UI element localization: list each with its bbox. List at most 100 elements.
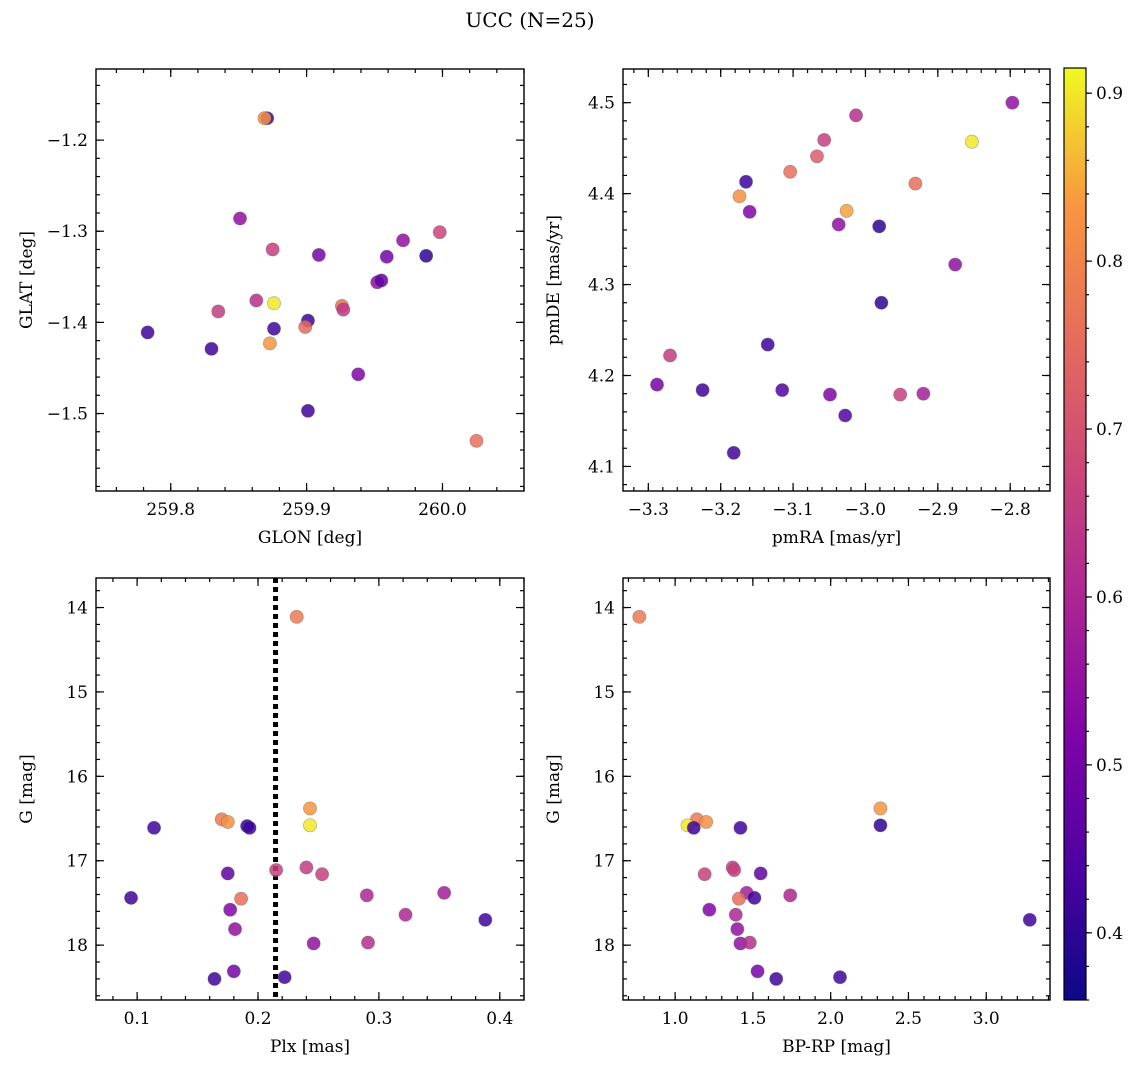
- scatter-point: [298, 319, 313, 334]
- x-tick-label: −2.8: [990, 500, 1031, 520]
- x-tick-label: 2.0: [817, 1009, 844, 1029]
- x-tick-label: −3.0: [845, 500, 886, 520]
- scatter-point: [267, 321, 281, 336]
- scatter-point: [303, 818, 317, 833]
- y-tick-label: 18: [66, 936, 88, 956]
- scatter-point: [728, 907, 743, 922]
- x-tick-label: 0.4: [486, 1009, 513, 1029]
- colorbar-tick-label: 0.6: [1096, 588, 1123, 608]
- scatter-point: [872, 219, 887, 234]
- x-tick-label: 0.3: [365, 1009, 392, 1029]
- y-tick-label: 4.1: [588, 457, 615, 477]
- scatter-point: [783, 888, 798, 903]
- scatter-point: [311, 247, 326, 262]
- y-tick-label: 15: [593, 683, 615, 703]
- scatter-point: [769, 971, 784, 986]
- scatter-point: [810, 149, 824, 164]
- scatter-point: [242, 820, 257, 835]
- plots-group: 259.8 259.9 260.0 −1.2 −1.3 −1.4 −1.5 GLON [deg…: [17, 68, 1051, 1057]
- scatter-point: [226, 964, 241, 979]
- scatter-point: [739, 174, 753, 189]
- scatter-point: [289, 609, 304, 624]
- scatter-point: [432, 225, 447, 240]
- scatter-point: [839, 203, 854, 218]
- scatter-point: [267, 296, 281, 311]
- scatter-point: [699, 814, 714, 829]
- scatter-point: [726, 445, 741, 460]
- y-tick-label: 17: [66, 852, 88, 872]
- scatter-point: [396, 233, 411, 248]
- scatter-point: [732, 189, 747, 204]
- y-axis-label: G [mag]: [544, 754, 564, 823]
- scatter-point: [306, 936, 321, 951]
- scatter-point: [948, 257, 963, 272]
- scatter-point: [265, 242, 280, 257]
- scatter-point: [833, 970, 847, 985]
- scatter-point: [831, 217, 846, 232]
- scatter-point: [228, 922, 242, 937]
- scatter-point: [478, 912, 493, 927]
- scatter-point: [220, 814, 235, 829]
- x-tick-label: 1.0: [662, 1009, 689, 1029]
- scatter-point: [315, 867, 330, 882]
- axes-frame: [95, 577, 525, 1001]
- x-tick-label: 260.0: [418, 500, 467, 520]
- scatter-point: [695, 383, 710, 397]
- colorbar-gradient: [1063, 67, 1087, 1001]
- scatter-point: [838, 408, 853, 423]
- scatter-point: [351, 367, 366, 382]
- x-tick-label: 3.0: [973, 1009, 1000, 1029]
- y-tick-label: 4.3: [588, 276, 615, 296]
- scatter-point: [731, 891, 746, 906]
- x-axis-label: pmRA [mas/yr]: [772, 528, 901, 548]
- scatter-point: [419, 248, 434, 263]
- x-tick-label: 259.9: [282, 500, 331, 520]
- colorbar-tick-label: 0.9: [1096, 84, 1123, 104]
- y-tick-label: 18: [593, 936, 615, 956]
- scatter-point: [207, 971, 222, 986]
- scatter-point: [277, 970, 292, 985]
- y-tick-label: 4.4: [588, 185, 615, 205]
- figure-title: UCC (N=25): [465, 8, 594, 32]
- scatter-point: [147, 820, 161, 835]
- scatter-point: [124, 890, 139, 905]
- scatter-point: [650, 377, 664, 392]
- y-axis-label: G [mag]: [17, 754, 37, 823]
- axes-frame: [622, 577, 1051, 1001]
- axes-frame: [95, 68, 525, 492]
- x-tick-label: −2.9: [917, 500, 958, 520]
- scatter-point: [817, 132, 832, 147]
- scatter-point: [823, 387, 837, 402]
- scatter-point: [1022, 912, 1037, 927]
- scatter-point: [398, 907, 413, 922]
- scatter-point: [204, 341, 219, 356]
- scatter-point: [697, 867, 712, 882]
- scatter-point: [873, 801, 888, 816]
- x-tick-label: 1.5: [739, 1009, 766, 1029]
- x-tick-label: −3.3: [628, 500, 669, 520]
- scatter-point: [269, 863, 284, 877]
- scatter-point: [760, 337, 775, 352]
- x-axis-label: BP-RP [mag]: [782, 1037, 891, 1057]
- x-axis-label: GLON [deg]: [258, 528, 362, 548]
- y-tick-label: 14: [66, 599, 88, 619]
- y-tick-label: 15: [66, 683, 88, 703]
- x-tick-label: −3.2: [700, 500, 741, 520]
- colorbar-tick-label: 0.5: [1096, 756, 1123, 776]
- scatter-point: [140, 325, 155, 340]
- x-tick-label: 0.2: [244, 1009, 271, 1029]
- scatter-point: [336, 302, 351, 317]
- colorbar-tick-label: 0.4: [1096, 924, 1123, 944]
- axes-frame: [622, 68, 1051, 492]
- y-tick-label: 16: [66, 767, 88, 787]
- scatter-point: [702, 902, 717, 917]
- scatter-point: [742, 204, 757, 219]
- scatter-point: [747, 890, 762, 905]
- scatter-point: [742, 935, 757, 950]
- scatter-point: [211, 304, 226, 319]
- scatter-point: [632, 609, 647, 624]
- scatter-point: [359, 888, 374, 903]
- scatter-point: [753, 866, 768, 881]
- scatter-point: [686, 820, 701, 835]
